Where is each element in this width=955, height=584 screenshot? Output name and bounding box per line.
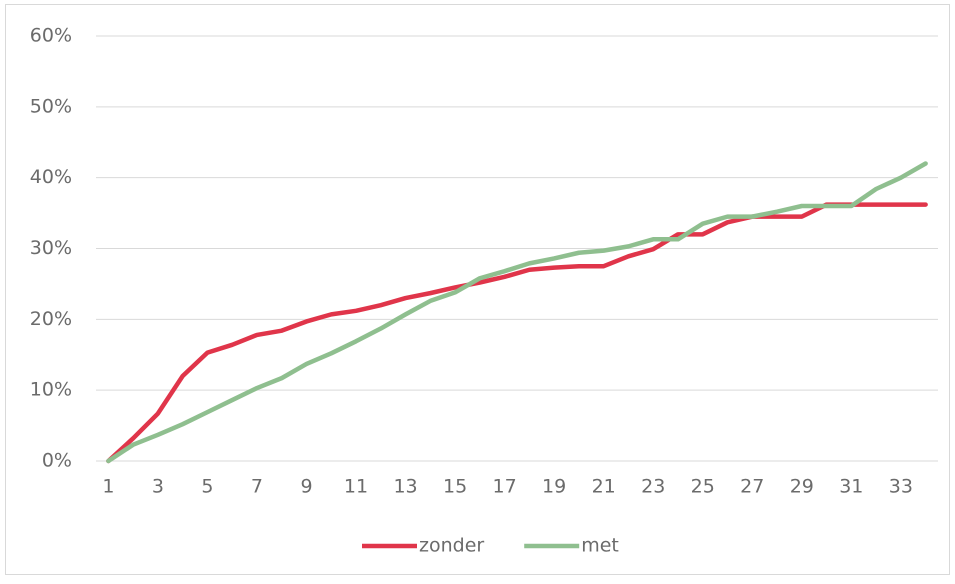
y-tick-label: 10% (30, 379, 72, 401)
x-tick-label: 33 (889, 476, 913, 498)
x-tick-label: 3 (152, 476, 164, 498)
legend-label: met (581, 535, 619, 557)
x-tick-label: 15 (443, 476, 467, 498)
y-tick-label: 0% (42, 450, 72, 472)
x-tick-label: 1 (102, 476, 114, 498)
x-tick-label: 11 (344, 476, 368, 498)
y-tick-label: 20% (30, 308, 72, 330)
x-tick-label: 9 (300, 476, 312, 498)
x-tick-label: 21 (592, 476, 616, 498)
x-tick-label: 17 (493, 476, 517, 498)
x-tick-label: 7 (251, 476, 263, 498)
y-tick-label: 30% (30, 237, 72, 259)
x-tick-label: 31 (839, 476, 863, 498)
y-tick-label: 60% (30, 25, 72, 47)
x-tick-label: 19 (542, 476, 566, 498)
x-tick-label: 23 (641, 476, 665, 498)
data-line (106, 202, 928, 464)
x-tick-label: 29 (790, 476, 814, 498)
y-tick-label: 40% (30, 166, 72, 188)
x-tick-label: 13 (393, 476, 417, 498)
legend-label: zonder (419, 535, 484, 557)
x-tick-label: 5 (201, 476, 213, 498)
data-line (106, 161, 928, 464)
chart-frame (5, 4, 950, 575)
x-tick-label: 25 (691, 476, 715, 498)
x-tick-label: 27 (740, 476, 764, 498)
y-tick-label: 50% (30, 95, 72, 117)
